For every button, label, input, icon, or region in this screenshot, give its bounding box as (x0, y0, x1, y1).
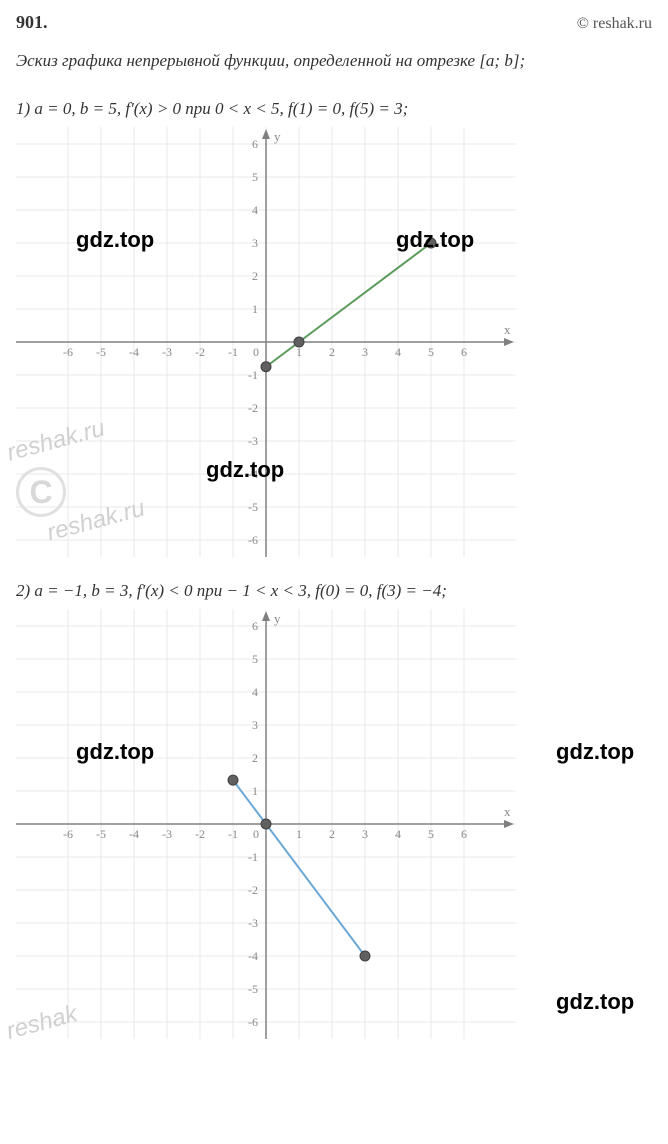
svg-text:3: 3 (362, 827, 368, 841)
svg-text:2: 2 (329, 345, 335, 359)
svg-text:-4: -4 (129, 827, 139, 841)
chart-1: -6-5-4-3-2-10123456-6-5-4-3-2-1123456xyg… (16, 127, 652, 557)
svg-text:-1: -1 (228, 827, 238, 841)
svg-text:6: 6 (461, 345, 467, 359)
svg-text:6: 6 (461, 827, 467, 841)
svg-text:-4: -4 (248, 467, 258, 481)
svg-text:-3: -3 (162, 345, 172, 359)
svg-text:-6: -6 (63, 827, 73, 841)
svg-text:5: 5 (428, 345, 434, 359)
svg-text:0: 0 (253, 827, 259, 841)
svg-text:-3: -3 (248, 434, 258, 448)
chart-2: -6 -5 -4 -3 -2 -1 0 1 2 3 4 5 6 -6 -5 -4 -3 -2 -1 1 2 3 4 5 6 x y g… (16, 609, 652, 1039)
watermark-text: gdz.top (556, 739, 634, 765)
svg-text:1: 1 (252, 302, 258, 316)
svg-text:-1: -1 (248, 368, 258, 382)
svg-text:4: 4 (395, 345, 401, 359)
svg-text:-6: -6 (63, 345, 73, 359)
svg-text:-4: -4 (248, 949, 258, 963)
svg-text:4: 4 (395, 827, 401, 841)
svg-text:-2: -2 (248, 883, 258, 897)
svg-text:3: 3 (252, 718, 258, 732)
svg-text:-6: -6 (248, 533, 258, 547)
svg-text:-1: -1 (228, 345, 238, 359)
svg-text:5: 5 (428, 827, 434, 841)
svg-text:1: 1 (252, 784, 258, 798)
problem-number: 901. (16, 12, 48, 33)
svg-text:3: 3 (362, 345, 368, 359)
svg-text:4: 4 (252, 203, 258, 217)
svg-text:y: y (274, 611, 281, 626)
svg-text:-2: -2 (195, 345, 205, 359)
svg-text:-2: -2 (248, 401, 258, 415)
subproblem-1-label: 1) a = 0, b = 5, f'(x) > 0 при 0 < x < 5… (16, 99, 652, 119)
svg-text:-3: -3 (162, 827, 172, 841)
svg-text:5: 5 (252, 652, 258, 666)
svg-text:-5: -5 (248, 500, 258, 514)
svg-text:0: 0 (253, 345, 259, 359)
watermark-text: gdz.top (556, 989, 634, 1015)
copyright-logo-icon: C (16, 467, 66, 517)
intro-text: Эскиз графика непрерывной функции, опред… (16, 51, 652, 71)
svg-text:-3: -3 (248, 916, 258, 930)
svg-text:3: 3 (252, 236, 258, 250)
svg-text:-5: -5 (248, 982, 258, 996)
svg-text:-6: -6 (248, 1015, 258, 1029)
svg-text:6: 6 (252, 137, 258, 151)
svg-text:x: x (504, 322, 511, 337)
svg-text:-2: -2 (195, 827, 205, 841)
svg-text:2: 2 (329, 827, 335, 841)
svg-text:5: 5 (252, 170, 258, 184)
svg-text:-5: -5 (96, 345, 106, 359)
svg-text:2: 2 (252, 751, 258, 765)
svg-text:y: y (274, 129, 281, 144)
svg-text:2: 2 (252, 269, 258, 283)
svg-text:6: 6 (252, 619, 258, 633)
svg-text:x: x (504, 804, 511, 819)
svg-text:-1: -1 (248, 850, 258, 864)
subproblem-2-label: 2) a = −1, b = 3, f'(x) < 0 при − 1 < x … (16, 581, 652, 601)
svg-text:1: 1 (296, 827, 302, 841)
svg-text:-4: -4 (129, 345, 139, 359)
svg-text:4: 4 (252, 685, 258, 699)
svg-text:-5: -5 (96, 827, 106, 841)
copyright-text: © reshak.ru (577, 15, 652, 33)
